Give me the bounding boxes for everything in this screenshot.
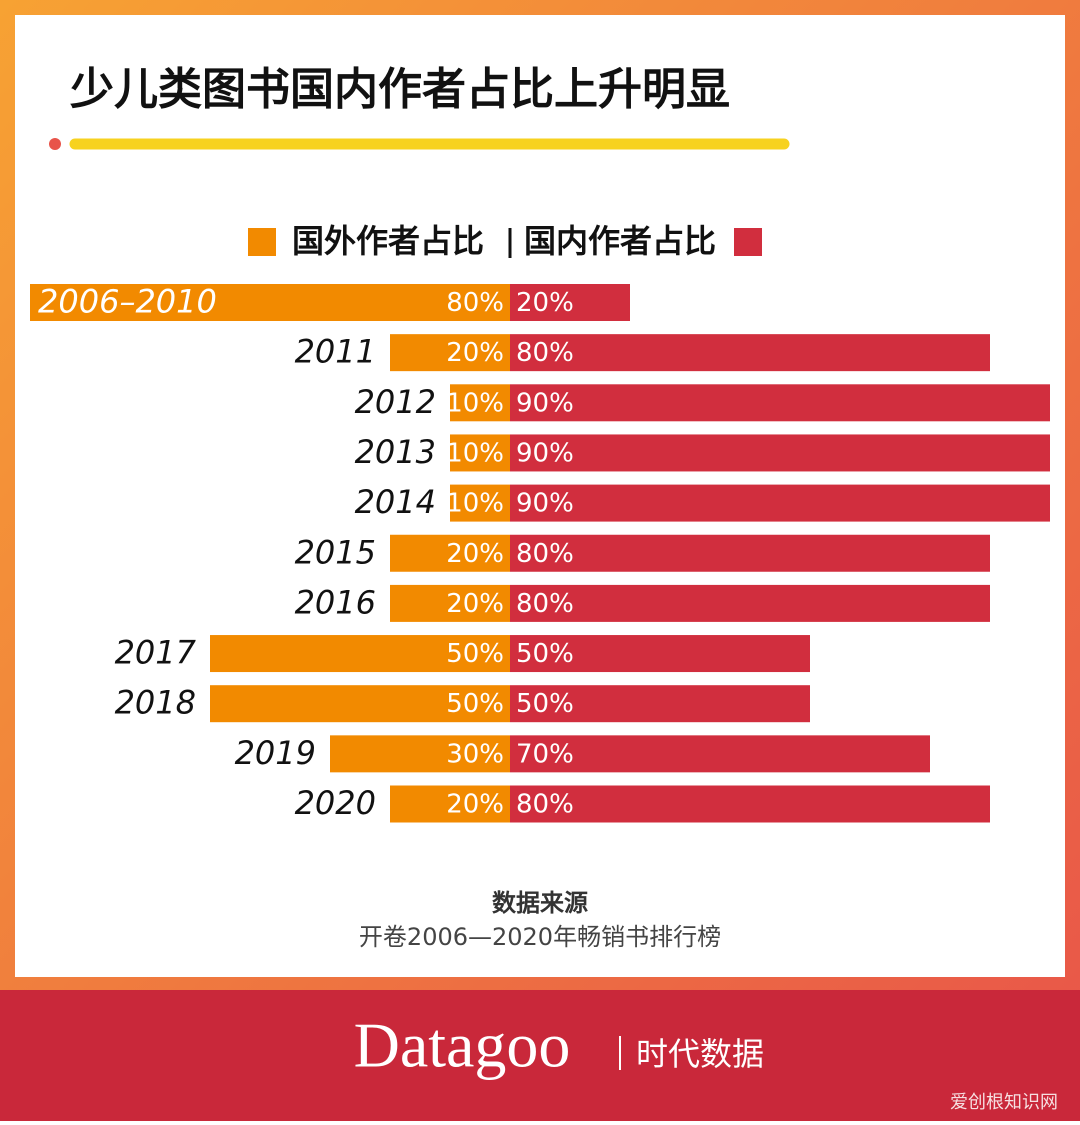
legend-swatch <box>734 228 762 256</box>
category-label: 2012 <box>355 383 436 421</box>
value-label: 90% <box>516 489 574 519</box>
value-label: 50% <box>516 639 574 669</box>
category-label: 2019 <box>235 734 316 772</box>
category-label: 2016 <box>295 583 376 621</box>
legend-label: 国外作者占比 <box>292 222 484 260</box>
bar-domestic <box>510 484 1050 522</box>
chart-title: 少儿类图书国内作者占比上升明显 <box>70 64 730 115</box>
bar-foreign <box>210 635 510 673</box>
value-label: 30% <box>446 739 504 769</box>
title-dot <box>49 138 61 150</box>
bar-foreign <box>390 584 510 622</box>
category-label: 2017 <box>115 634 197 672</box>
value-label: 50% <box>516 689 574 719</box>
value-label: 80% <box>516 338 574 368</box>
value-label: 50% <box>446 639 504 669</box>
bar-foreign <box>30 284 510 321</box>
source-text: 开卷2006—2020年畅销书排行榜 <box>359 923 721 951</box>
bar-foreign <box>390 534 510 572</box>
value-label: 10% <box>446 438 504 468</box>
bar-domestic <box>510 785 990 823</box>
value-label: 80% <box>516 589 574 619</box>
bars: 2006–2010 80% 20% 2011 20% 80% 2012 10% 90% 2013 1… <box>30 283 1050 823</box>
footer-band <box>0 990 1080 1121</box>
category-label: 2011 <box>295 333 376 371</box>
bar-domestic <box>510 584 990 622</box>
value-label: 80% <box>446 288 504 318</box>
value-label: 10% <box>446 489 504 519</box>
bar-domestic <box>510 384 1050 422</box>
bar-domestic <box>510 334 990 372</box>
value-label: 20% <box>446 338 504 368</box>
bar-foreign <box>390 334 510 372</box>
bar-domestic <box>510 284 630 321</box>
source-heading: 数据来源 <box>492 889 588 917</box>
bar-foreign <box>450 384 510 422</box>
value-label: 20% <box>446 589 504 619</box>
category-label: 2015 <box>295 533 376 571</box>
category-label: 2013 <box>355 433 436 471</box>
watermark: 爱创根知识网 <box>950 1092 1058 1113</box>
bar-domestic <box>510 735 930 773</box>
category-label: 2014 <box>355 483 436 521</box>
bar-foreign <box>390 785 510 823</box>
bar-domestic <box>510 635 810 673</box>
value-label: 10% <box>446 388 504 418</box>
brand-tagline: 时代数据 <box>636 1035 764 1073</box>
bar-foreign <box>450 434 510 472</box>
category-label: 2020 <box>295 784 376 822</box>
value-label: 80% <box>516 790 574 820</box>
bar-foreign <box>450 484 510 522</box>
value-label: 80% <box>516 539 574 569</box>
bar-domestic <box>510 534 990 572</box>
category-label: 2018 <box>115 684 196 722</box>
bar-foreign <box>330 735 510 773</box>
category-label: 2006–2010 <box>38 283 217 321</box>
bar-domestic <box>510 685 810 723</box>
legend-label: 国内作者占比 <box>524 222 716 260</box>
value-label: 50% <box>446 689 504 719</box>
value-label: 90% <box>516 438 574 468</box>
value-label: 20% <box>516 288 574 318</box>
legend-swatch <box>248 228 276 256</box>
bar-domestic <box>510 434 1050 472</box>
bar-foreign <box>210 685 510 723</box>
value-label: 20% <box>446 539 504 569</box>
brand: Datagoo <box>354 1010 571 1081</box>
value-label: 90% <box>516 388 574 418</box>
value-label: 70% <box>516 739 574 769</box>
value-label: 20% <box>446 790 504 820</box>
